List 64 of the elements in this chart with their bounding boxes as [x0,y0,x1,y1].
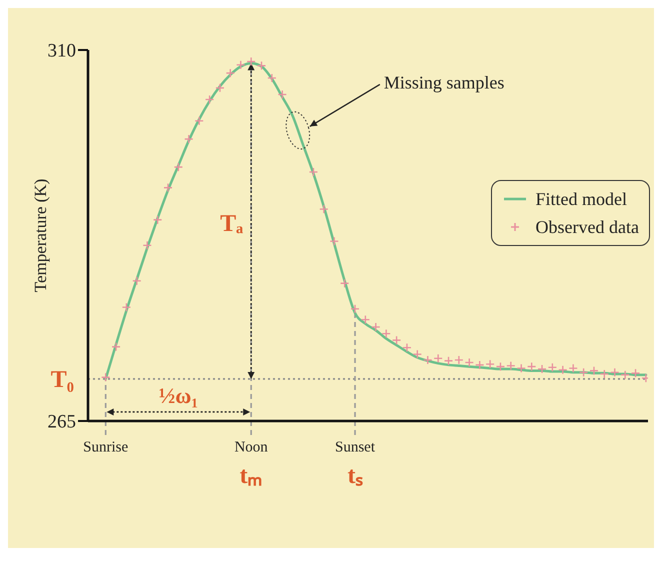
point [485,359,495,369]
point [464,358,474,368]
text: tₛ [348,463,364,489]
point [340,278,350,288]
x-tick-label: Sunrise [83,440,129,456]
point [610,368,620,378]
point [475,360,484,370]
point [600,369,610,379]
x-tick-label: Noon [234,440,268,456]
point [630,368,640,378]
text: tₘ [240,463,263,489]
point [142,240,152,250]
annotation: Missing samples [384,72,504,92]
point [454,355,464,365]
ref-line-label: T₀ [50,366,74,393]
point [382,328,391,338]
point [433,354,443,363]
point [111,342,121,352]
point [184,134,194,144]
point [278,90,287,100]
legend-label: Fitted model [534,188,628,210]
point [204,94,214,104]
point [526,362,536,372]
point [444,356,454,366]
point [215,83,225,93]
point [256,61,266,70]
y-axis-title: Temperature (K) [31,178,50,292]
point [371,322,380,332]
point [174,162,184,172]
point [578,368,588,378]
point [236,60,246,70]
point [163,183,173,192]
point [423,355,432,365]
point [350,304,360,314]
point [267,73,277,83]
point [412,350,422,359]
point [330,236,339,246]
point [246,56,256,66]
y-tick-label: 265 [48,412,76,433]
point [402,342,412,352]
legend-label: Observed data [534,216,639,238]
point [589,366,599,376]
point [558,365,568,375]
point [101,372,110,382]
annotation: Tₐ [220,211,244,238]
y-tick-label: 310 [48,40,76,62]
point [392,336,402,345]
point [537,364,547,374]
point [152,215,162,224]
point [516,364,526,373]
point [506,361,516,370]
annotation: ½ω₁ [158,382,198,408]
point [194,116,204,126]
point [122,302,132,312]
x-tick-label: Sunset [335,440,376,456]
point [548,362,558,372]
point [360,314,370,324]
point [319,204,328,214]
point [132,276,142,286]
point [568,364,578,373]
point [620,370,630,380]
point [308,167,318,177]
point [496,362,506,372]
point [226,68,235,78]
